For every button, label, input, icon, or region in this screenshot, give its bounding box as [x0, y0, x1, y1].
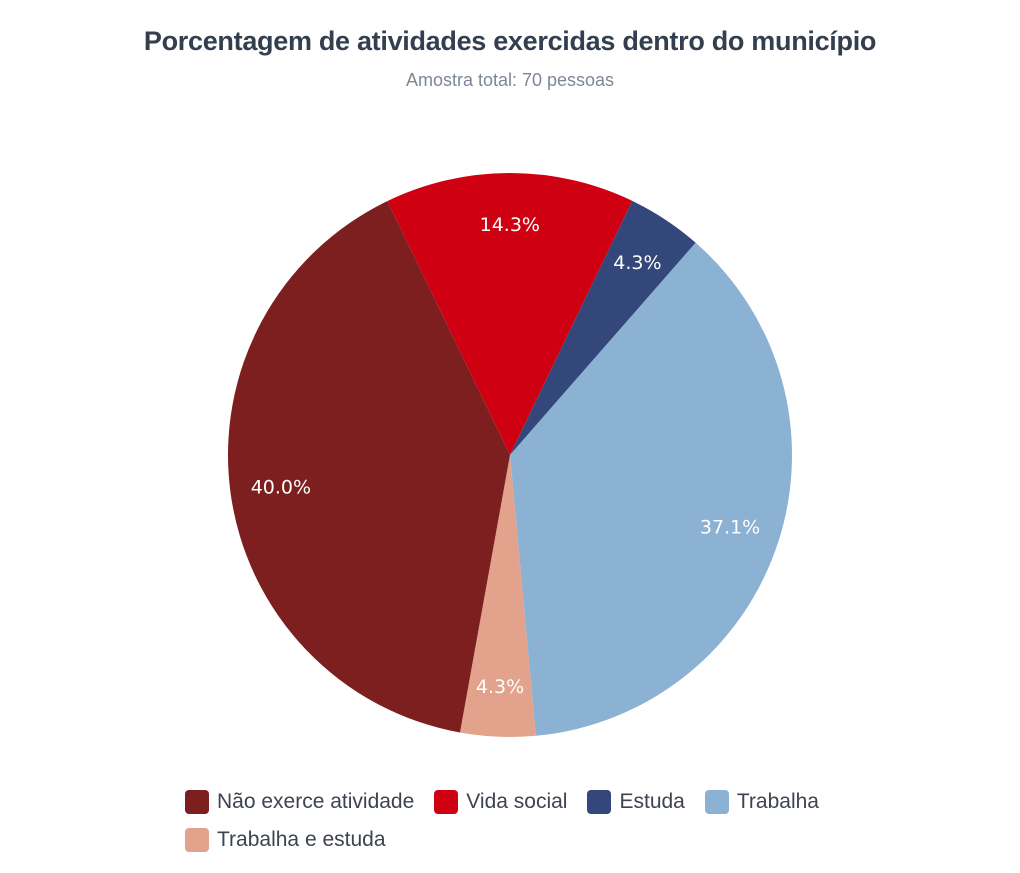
- legend-item-vida-social[interactable]: Vida social: [434, 788, 567, 816]
- legend: Não exerce atividade Vida social Estuda …: [185, 788, 865, 854]
- pie-slice-trabalha[interactable]: [510, 242, 792, 736]
- pie-slice-estuda[interactable]: [510, 200, 696, 455]
- chart-subtitle: Amostra total: 70 pessoas: [405, 70, 615, 90]
- legend-label: Vida social: [466, 790, 568, 813]
- legend-swatch: [587, 790, 612, 814]
- legend-label: Trabalha e estuda: [217, 828, 386, 851]
- legend-swatch: [185, 828, 209, 852]
- legend-item-nao-exerce-atividade[interactable]: Não exerce atividade: [185, 788, 414, 816]
- pie-slice-trabalha-e-estuda[interactable]: [459, 455, 536, 737]
- legend-item-estuda[interactable]: Estuda: [587, 788, 685, 816]
- pie-slice-vida-social[interactable]: [387, 172, 633, 455]
- legend-swatch: [185, 790, 209, 814]
- data-label-vida-social: 14.3%: [480, 214, 540, 236]
- legend-label: Estuda: [619, 790, 685, 813]
- legend-swatch: [704, 790, 729, 814]
- data-label-nao-exerce-atividade: 40.0%: [251, 476, 311, 498]
- legend-label: Trabalha: [736, 790, 819, 813]
- legend-item-trabalha[interactable]: Trabalha: [704, 788, 819, 816]
- legend-item-trabalha-e-estuda[interactable]: Trabalha e estuda: [185, 826, 386, 854]
- legend-swatch: [434, 790, 459, 814]
- legend-label: Não exerce atividade: [217, 790, 415, 813]
- data-label-estuda: 4.3%: [613, 252, 661, 274]
- data-label-trabalha-e-estuda: 4.3%: [476, 676, 524, 698]
- chart-title: Porcentagem de atividades exercidas dent…: [143, 26, 877, 56]
- pie-slice-nao-exerce-atividade[interactable]: [227, 201, 510, 733]
- data-label-trabalha: 37.1%: [700, 516, 760, 538]
